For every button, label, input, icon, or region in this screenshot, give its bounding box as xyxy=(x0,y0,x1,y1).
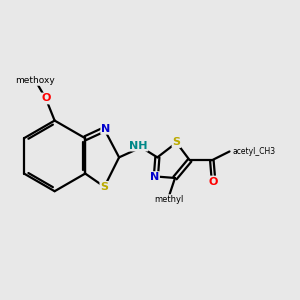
Text: S: S xyxy=(100,182,108,192)
Text: NH: NH xyxy=(129,141,148,151)
Text: acetyl_CH3: acetyl_CH3 xyxy=(232,147,276,156)
Text: methoxy: methoxy xyxy=(16,76,56,85)
Text: N: N xyxy=(101,124,110,134)
Text: methyl: methyl xyxy=(154,195,184,204)
Text: O: O xyxy=(208,176,218,187)
Text: S: S xyxy=(172,137,181,147)
Text: N: N xyxy=(150,172,159,182)
Text: O: O xyxy=(41,94,50,103)
